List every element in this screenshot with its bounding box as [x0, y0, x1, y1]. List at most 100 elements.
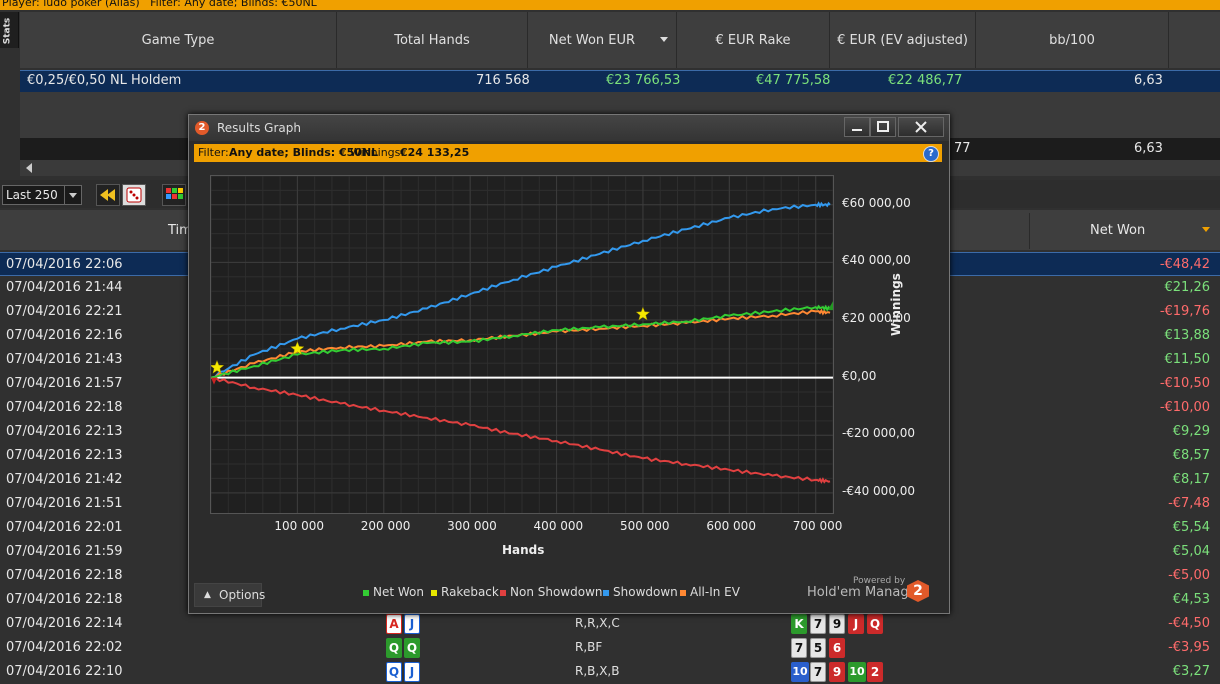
- board-card: 7: [810, 662, 826, 682]
- header-hand-net-won[interactable]: Net Won: [1090, 223, 1146, 238]
- legend-item[interactable]: Non Showdown: [500, 585, 603, 599]
- header-rake-label: € EUR Rake: [715, 32, 791, 48]
- rewind-button[interactable]: [96, 184, 120, 206]
- hand-time: 07/04/2016 22:13: [6, 448, 123, 463]
- hole-card: A: [386, 614, 402, 634]
- options-button[interactable]: ▲ Options: [194, 583, 265, 607]
- legend-item[interactable]: Showdown: [603, 585, 678, 599]
- table-row[interactable]: 07/04/2016 22:21 -€19,76: [0, 300, 1220, 324]
- hand-net-won: €8,17: [1172, 472, 1210, 487]
- hand-time: 07/04/2016 22:02: [6, 640, 123, 655]
- stats-net-won: €23 766,53: [606, 73, 681, 88]
- table-row[interactable]: 07/04/2016 22:13 €8,57: [0, 444, 1220, 468]
- hole-card: J: [404, 614, 420, 634]
- board-card: 9: [829, 614, 845, 634]
- scroll-left-icon[interactable]: [26, 163, 32, 173]
- header-extra[interactable]: [1169, 12, 1220, 68]
- hand-net-won: €9,29: [1172, 424, 1210, 439]
- column-divider: [1029, 213, 1030, 249]
- table-row[interactable]: 07/04/2016 22:14 -€4,50: [0, 612, 1220, 636]
- y-tick-label: -€40 000,00: [842, 483, 916, 498]
- sort-down-icon: [660, 37, 668, 42]
- hand-range-select[interactable]: Last 250: [2, 185, 82, 205]
- y-tick-label: €0,00: [842, 368, 877, 383]
- header-ev-adjusted-label: € EUR (EV adjusted): [837, 32, 968, 48]
- grid-view-button[interactable]: [162, 184, 186, 206]
- hand-time: 07/04/2016 22:21: [6, 304, 123, 319]
- header-rake[interactable]: € EUR Rake: [677, 12, 830, 68]
- sort-desc-icon[interactable]: [1202, 227, 1210, 232]
- winnings-label: Winnings:: [350, 146, 405, 159]
- hand-net-won: €4,53: [1172, 592, 1210, 607]
- filter-label: Filter:: [198, 146, 229, 159]
- totals-bb100: 6,63: [1134, 141, 1163, 156]
- table-row[interactable]: 07/04/2016 21:44 €21,26: [0, 276, 1220, 300]
- header-game-type[interactable]: Game Type: [20, 12, 337, 68]
- y-tick-label: €20 000,00: [842, 311, 911, 326]
- hand-time: 07/04/2016 22:10: [6, 664, 123, 679]
- hand-net-won: -€7,48: [1168, 496, 1210, 511]
- minimize-button[interactable]: [844, 117, 870, 137]
- table-row[interactable]: 07/04/2016 22:01 €5,54: [0, 516, 1220, 540]
- dice-button[interactable]: [122, 184, 146, 206]
- table-row[interactable]: 07/04/2016 21:59 €5,04: [0, 540, 1220, 564]
- chevron-down-icon[interactable]: [64, 186, 81, 204]
- hole-card: Q: [404, 638, 420, 658]
- hand-range-value: Last 250: [6, 188, 58, 202]
- hand-time: 07/04/2016 21:42: [6, 472, 123, 487]
- hand-net-won: €3,27: [1172, 664, 1210, 679]
- header-total-hands[interactable]: Total Hands: [337, 12, 528, 68]
- table-row[interactable]: 07/04/2016 22:02 -€3,95: [0, 636, 1220, 660]
- x-tick-label: 700 000: [792, 519, 843, 533]
- header-net-won-label: Net Won EUR: [548, 32, 636, 48]
- table-row[interactable]: 07/04/2016 22:13 €9,29: [0, 420, 1220, 444]
- chart-plot-area: [209, 175, 841, 514]
- header-net-won[interactable]: Net Won EUR: [528, 12, 677, 68]
- x-tick-label: 500 000: [619, 519, 670, 533]
- table-row[interactable]: 07/04/2016 21:42 €8,17: [0, 468, 1220, 492]
- stats-row-selected[interactable]: €0,25/€0,50 NL Holdem 716 568 €23 766,53…: [20, 70, 1220, 93]
- series-line-showdown: [210, 201, 831, 379]
- table-row[interactable]: 07/04/2016 21:43 €11,50: [0, 348, 1220, 372]
- table-row[interactable]: 07/04/2016 22:18 -€5,00: [0, 564, 1220, 588]
- header-bb100-label: bb/100: [1049, 32, 1095, 48]
- stats-total-hands: 716 568: [476, 73, 530, 88]
- close-button[interactable]: [898, 117, 944, 137]
- x-tick-label: 200 000: [360, 519, 411, 533]
- hm2-logo-icon: 2: [195, 121, 209, 135]
- hand-net-won: -€3,95: [1168, 640, 1210, 655]
- header-bb100[interactable]: bb/100: [976, 12, 1169, 68]
- help-icon[interactable]: ?: [923, 146, 939, 162]
- legend-swatch: [680, 589, 686, 596]
- hand-time: 07/04/2016 22:13: [6, 424, 123, 439]
- powered-by-text: Powered by: [853, 576, 906, 586]
- legend-item[interactable]: All-In EV: [680, 585, 740, 599]
- hand-time: 07/04/2016 21:59: [6, 544, 123, 559]
- legend-item[interactable]: Rakeback: [431, 585, 499, 599]
- stats-tab[interactable]: Stats: [0, 12, 19, 48]
- table-row[interactable]: 07/04/2016 22:18 -€10,00: [0, 396, 1220, 420]
- series-line-net-won: [210, 304, 831, 379]
- board-card: 10: [791, 662, 809, 682]
- brand-name: Hold'em Manager: [807, 585, 922, 600]
- maximize-button[interactable]: [870, 117, 896, 137]
- window-titlebar[interactable]: 2 Results Graph: [189, 115, 949, 141]
- stats-tab-label: Stats: [2, 17, 13, 45]
- maximize-icon: [877, 121, 889, 132]
- board-card: 5: [810, 638, 826, 658]
- hand-time: 07/04/2016 21:51: [6, 496, 123, 511]
- hand-time: 07/04/2016 22:16: [6, 328, 123, 343]
- header-total-hands-label: Total Hands: [394, 32, 470, 48]
- table-row[interactable]: 07/04/2016 22:16 €13,88: [0, 324, 1220, 348]
- table-row[interactable]: 07/04/2016 22:18 €4,53: [0, 588, 1220, 612]
- header-ev-adjusted[interactable]: € EUR (EV adjusted): [830, 12, 976, 68]
- board-card: 10: [848, 662, 866, 682]
- close-icon: [915, 121, 927, 133]
- legend-item[interactable]: Net Won: [363, 585, 424, 599]
- hand-net-won: €5,04: [1172, 544, 1210, 559]
- hand-net-won: -€10,00: [1159, 400, 1210, 415]
- table-row[interactable]: 07/04/2016 22:10 €3,27: [0, 660, 1220, 684]
- table-row[interactable]: 07/04/2016 21:57 -€10,50: [0, 372, 1220, 396]
- table-row[interactable]: 07/04/2016 21:51 -€7,48: [0, 492, 1220, 516]
- hand-net-won: -€10,50: [1159, 376, 1210, 391]
